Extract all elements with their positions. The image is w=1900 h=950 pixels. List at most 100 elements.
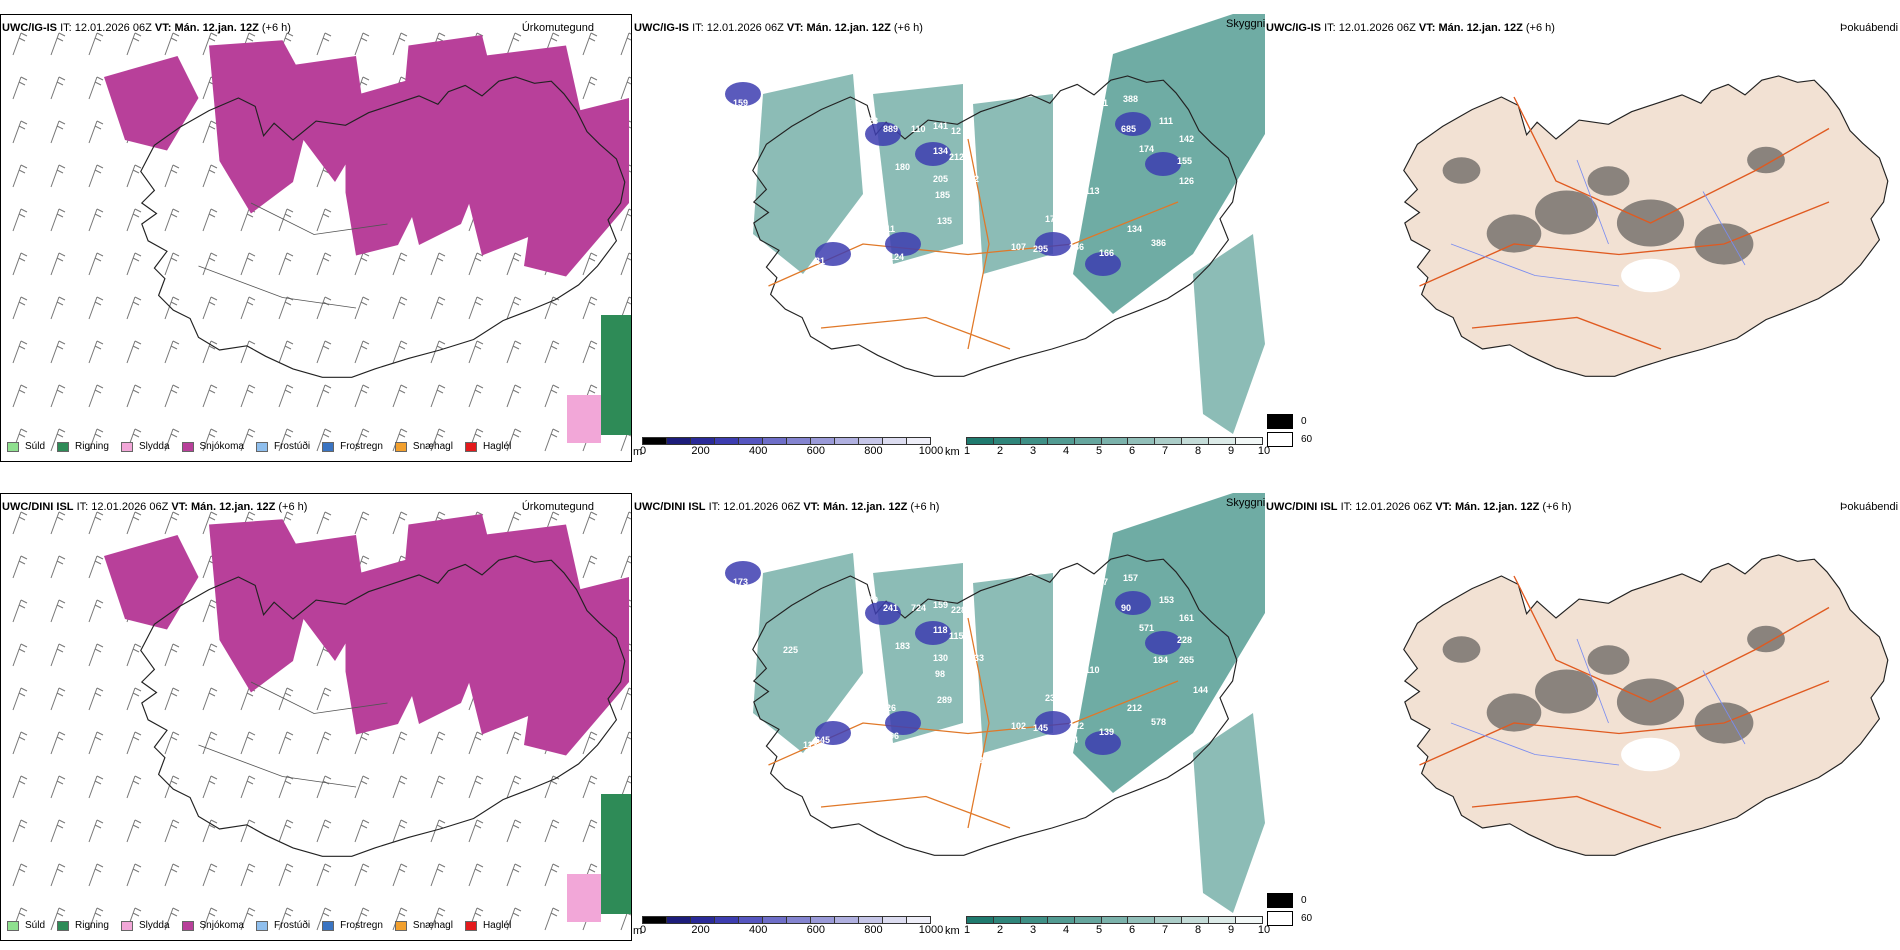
legend-swatch (255, 441, 268, 452)
low-cloud-patch (1115, 112, 1151, 136)
iceland-map (1403, 554, 1889, 856)
colorbar-cell (642, 916, 667, 924)
colorbar-tick-label: 2 (996, 924, 1004, 936)
colorbar-tick-label: 600 (806, 924, 825, 936)
low-visibility-area (1193, 713, 1265, 913)
low-cloud-patch (865, 122, 901, 146)
legend-item: Frostúði (255, 441, 310, 452)
legend-item: Haglél (464, 920, 511, 931)
colorbar-tick-label: 2 (996, 445, 1004, 457)
colorbar-tick-label: 6 (1128, 445, 1136, 457)
colorbar-cell (1046, 916, 1075, 924)
fog-area (1747, 146, 1785, 174)
visibility-field (753, 14, 1265, 434)
low-cloud-patch (725, 561, 761, 585)
precip-legend: Súld Rigning Slydda Snjókoma Frostúði Frostre… (7, 920, 523, 931)
ceiling-label: 227 (863, 685, 878, 695)
legend-swatch (120, 441, 133, 452)
fog-free-area (1621, 258, 1680, 293)
ceiling-label: 172 (1045, 214, 1060, 224)
ceiling-label: 133 (969, 653, 984, 663)
legend-label: Snæhagl (412, 441, 453, 452)
ceiling-label: 107 (1093, 577, 1108, 587)
low-cloud-patch (1145, 152, 1181, 176)
colorbar-cell (738, 916, 763, 924)
ceiling-label: 130 (933, 653, 948, 663)
model-name: UWC/DINI ISL (2, 501, 74, 513)
colorbar-tick-label: 10 (1257, 445, 1271, 457)
legend-label: Súld (25, 920, 46, 931)
low-cloud-patch (885, 232, 921, 256)
colorbar-cell (1127, 437, 1156, 445)
colorbar-tick-label: 4 (1062, 924, 1070, 936)
colorbar-cell (1073, 437, 1102, 445)
low-visibility-area (873, 84, 963, 264)
ceiling-label: 221 (1093, 98, 1108, 108)
low-visibility-area (973, 94, 1053, 274)
fog-legend-item: 0 (1267, 414, 1312, 429)
precip-type-panel-row2: Súld Rigning Slydda Snjókoma Frostúði Frostre… (0, 493, 632, 941)
fog-area (1535, 190, 1598, 235)
cloud-visibility-panel-row2: 255 133 179 173 679 241 724 159 228 118 115 107 157 9… (633, 493, 1265, 941)
ceiling-label: 241 (883, 603, 898, 613)
ceiling-label: 12 (951, 126, 961, 136)
ceiling-label: 144 (1193, 685, 1208, 695)
rain-area (601, 794, 631, 914)
model-name: UWC/IG-IS (1266, 22, 1321, 34)
precip-type-map (12, 32, 631, 452)
ceiling-label: 92 (969, 174, 979, 184)
precip-type-panel-row1: Súld Rigning Slydda Snjókoma Frostúði Frostre… (0, 14, 632, 462)
legend-swatch (7, 920, 19, 931)
legend-item: Rigning (57, 920, 109, 931)
fog-area (1747, 625, 1785, 653)
low-visibility-area (973, 573, 1053, 753)
legend-item: Snæhagl (394, 441, 453, 452)
colorbar-cell (858, 916, 883, 924)
colorbar-cell (1073, 916, 1102, 924)
cloud-ceiling-field (725, 82, 1181, 276)
ceiling-label: 685 (1121, 124, 1136, 134)
ceiling-label: 113 (803, 740, 818, 750)
legend-label: Frostúði (273, 920, 311, 931)
colorbar-cell (1154, 437, 1183, 445)
ceiling-label: 183 (895, 641, 910, 651)
fog-area (1486, 693, 1542, 732)
visibility-unit: km (945, 446, 960, 458)
iceland-map (104, 514, 629, 857)
colorbar-cell (690, 437, 715, 445)
low-cloud-patch (815, 242, 851, 266)
legend-swatch (322, 920, 335, 931)
ceiling-label: 58 (833, 234, 843, 244)
cloud-panel-title: Skyggni (1226, 497, 1266, 509)
colorbar-cell (1235, 437, 1263, 445)
ceiling-label: 388 (1123, 94, 1138, 104)
model-name: UWC/IG-IS (2, 22, 57, 34)
colorbar-cell (666, 437, 691, 445)
ceiling-label: 571 (1139, 623, 1154, 633)
precip-header: UWC/IG-IS IT: 12.01.2026 06Z VT: Mán. 12… (2, 22, 291, 34)
fog-legend-item: 60 (1267, 432, 1312, 447)
fog-index-panel-row1 (1264, 14, 1900, 462)
colorbar-tick-label: 1000 (918, 445, 944, 457)
cloud-panel-title: Skyggni (1226, 18, 1266, 30)
fog-area (1486, 214, 1542, 253)
model-name: UWC/DINI ISL (1266, 501, 1338, 513)
legend-swatch (57, 920, 70, 931)
ceiling-label: 124 (889, 252, 904, 262)
legend-item: Frostúði (255, 920, 311, 931)
fog-panel-title: Þokuábendi (1840, 22, 1899, 34)
colorbar-cell (992, 437, 1021, 445)
precip-panel-title: Úrkomutegund (521, 22, 594, 34)
low-cloud-patch (1115, 591, 1151, 615)
legend-label: Snjókoma (199, 441, 244, 452)
legend-label: Slydda (138, 920, 170, 931)
fog-legend-item: 60 (1267, 911, 1312, 926)
snowfall-area (460, 45, 587, 256)
colorbar-cell (834, 916, 859, 924)
low-cloud-patch (885, 711, 921, 735)
snowfall-area (524, 577, 629, 756)
colorbar-tick-label: 1 (963, 445, 971, 457)
roads (1419, 96, 1830, 350)
ceiling-label: 295 (1033, 244, 1048, 254)
ceiling-label: 889 (883, 124, 898, 134)
